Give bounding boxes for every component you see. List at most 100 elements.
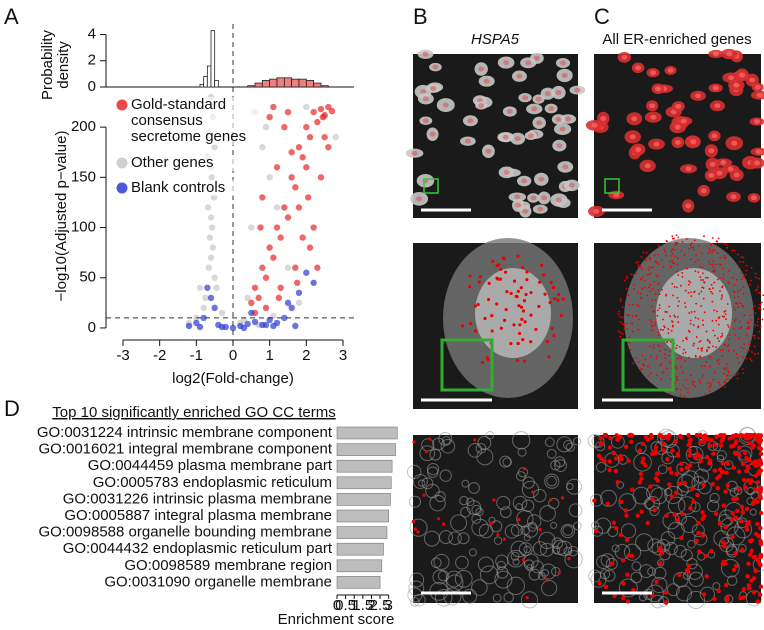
spot — [705, 360, 708, 363]
spot — [758, 468, 763, 473]
spot — [665, 456, 670, 462]
cell-nucleus — [502, 134, 509, 140]
point — [266, 244, 273, 251]
spot — [631, 315, 634, 318]
cell-nucleus — [483, 78, 490, 84]
cell-nucleus — [731, 140, 738, 146]
spot — [750, 279, 752, 282]
spot — [701, 286, 704, 289]
spot — [469, 321, 473, 326]
spot — [552, 296, 557, 301]
spot — [733, 296, 736, 299]
spot — [684, 351, 687, 354]
spot — [657, 331, 660, 334]
er-texture — [749, 508, 757, 516]
spot — [542, 273, 546, 277]
spot — [653, 451, 658, 456]
er-texture — [503, 592, 514, 603]
spot — [623, 328, 626, 330]
spot — [675, 388, 678, 391]
spot — [726, 375, 728, 377]
spot — [711, 451, 716, 456]
er-texture — [660, 430, 678, 449]
y-tick-label: 4 — [88, 26, 96, 43]
spot — [759, 292, 762, 295]
spot — [666, 341, 668, 344]
er-texture — [656, 538, 671, 553]
spot — [634, 272, 637, 275]
spot — [755, 558, 760, 563]
point — [262, 274, 270, 281]
spot — [710, 244, 713, 247]
spot — [673, 438, 678, 444]
spot — [626, 314, 629, 316]
point — [196, 284, 204, 291]
spot — [643, 462, 648, 468]
spot — [709, 437, 715, 443]
cell-nucleus — [521, 178, 528, 184]
spot — [621, 306, 624, 309]
spot — [737, 337, 740, 340]
point — [200, 314, 207, 322]
spot — [704, 276, 707, 279]
spot — [715, 476, 720, 481]
cell-nucleus — [555, 197, 562, 203]
spot — [648, 286, 650, 289]
spot — [691, 499, 696, 504]
cell-nucleus — [653, 141, 660, 147]
spot — [753, 345, 756, 348]
spot — [678, 300, 680, 303]
spot — [502, 537, 506, 541]
x-tick-label: 0 — [229, 347, 237, 364]
spot — [747, 441, 753, 446]
cell-nucleus — [667, 67, 674, 73]
spot — [707, 252, 710, 255]
er-texture — [523, 559, 535, 570]
spot — [701, 592, 707, 597]
spot — [711, 300, 714, 303]
spot — [543, 292, 547, 296]
spot — [646, 256, 649, 258]
spot — [712, 329, 715, 332]
spot — [728, 269, 730, 272]
er-texture — [618, 578, 638, 598]
point — [266, 113, 273, 121]
er-texture — [477, 556, 494, 573]
spot — [697, 317, 700, 320]
spot — [650, 324, 653, 327]
spot — [638, 471, 644, 477]
spot — [709, 382, 712, 384]
spot — [516, 289, 520, 293]
spot — [671, 235, 674, 238]
spot — [755, 480, 761, 485]
er-texture — [468, 482, 480, 494]
er-texture — [468, 548, 477, 557]
spot — [725, 483, 730, 488]
spot — [688, 280, 690, 283]
spot — [723, 243, 726, 245]
er-texture — [724, 594, 734, 604]
er-texture — [666, 444, 680, 458]
spot — [709, 365, 712, 368]
cell-nucleus — [503, 169, 510, 175]
er-texture — [475, 443, 487, 454]
spot — [492, 498, 496, 502]
spot — [502, 318, 507, 322]
er-texture — [510, 540, 528, 558]
spot — [758, 494, 763, 499]
spot — [670, 448, 675, 453]
spot — [735, 318, 737, 321]
spot — [624, 513, 629, 518]
spot — [751, 308, 754, 310]
spot — [720, 540, 726, 545]
spot — [674, 316, 677, 318]
point — [207, 214, 215, 221]
er-texture — [462, 588, 478, 604]
spot — [754, 324, 757, 326]
spot — [684, 465, 690, 471]
spot — [522, 299, 527, 303]
spot — [713, 309, 715, 312]
point — [273, 224, 281, 231]
spot — [746, 327, 748, 330]
spot — [640, 441, 645, 447]
